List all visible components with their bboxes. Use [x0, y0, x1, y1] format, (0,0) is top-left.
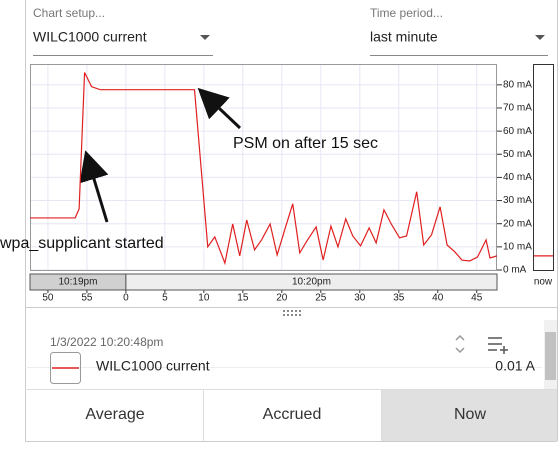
- x-tick-label: 45: [471, 293, 483, 304]
- timestamp: 1/3/2022 10:20:48pm: [50, 335, 163, 349]
- y-tick-label: 30 mA: [503, 195, 532, 206]
- time-band-label: 10:20pm: [292, 277, 331, 288]
- x-tick-label: 15: [237, 293, 249, 304]
- x-tick-label: 25: [315, 293, 327, 304]
- x-tick-label: 55: [81, 293, 93, 304]
- time-period-value[interactable]: last minute: [370, 29, 438, 45]
- splitter-handle[interactable]: [283, 310, 301, 316]
- dropdown-arrow[interactable]: [535, 35, 545, 40]
- annotation-arrow: [79, 150, 109, 223]
- dropdown-arrow[interactable]: [200, 35, 210, 40]
- x-tick-label: 10: [198, 293, 210, 304]
- x-tick-label: 40: [432, 293, 444, 304]
- annotation-arrow: [197, 87, 242, 130]
- time-period-label: Time period...: [370, 6, 443, 20]
- button[interactable]: Accrued: [263, 406, 322, 423]
- x-tick-label: 0: [123, 293, 129, 304]
- chart-setup-label: Chart setup...: [33, 6, 105, 20]
- x-tick-label: 20: [276, 293, 288, 304]
- series-line: [30, 72, 498, 266]
- now-box: [533, 64, 554, 271]
- time-band-label: 10:19pm: [58, 277, 97, 288]
- now-label: now: [534, 277, 553, 288]
- y-tick-label: 20 mA: [503, 218, 532, 229]
- annotation: PSM on after 15 sec: [233, 135, 378, 152]
- scrollbar-thumb[interactable]: [545, 332, 556, 380]
- add-list-icon[interactable]: [488, 337, 508, 354]
- y-tick-label: 40 mA: [503, 172, 532, 183]
- y-tick-label: 50 mA: [503, 149, 532, 160]
- y-tick-label: 10 mA: [503, 241, 532, 252]
- plot-frame: [30, 64, 497, 271]
- y-tick-label: 80 mA: [503, 79, 532, 90]
- sort-icon[interactable]: [455, 334, 465, 354]
- time-band: [125, 273, 498, 291]
- chart-setup-value[interactable]: WILC1000 current: [33, 29, 147, 45]
- y-tick-label: 70 mA: [503, 103, 532, 114]
- y-tick-label: 0 mA: [503, 265, 527, 276]
- x-tick-label: 35: [393, 293, 405, 304]
- annotation: wpa_supplicant started: [0, 235, 164, 252]
- button-bg-active[interactable]: [381, 390, 557, 441]
- y-tick-label: 60 mA: [503, 126, 532, 137]
- button[interactable]: Average: [85, 406, 144, 423]
- x-tick-label: 50: [42, 293, 54, 304]
- legend-label: WILC1000 current: [96, 358, 210, 374]
- x-tick-label: 5: [162, 293, 168, 304]
- button[interactable]: Now: [454, 406, 486, 423]
- reading: 0.01 A: [495, 358, 535, 374]
- x-tick-label: 30: [354, 293, 366, 304]
